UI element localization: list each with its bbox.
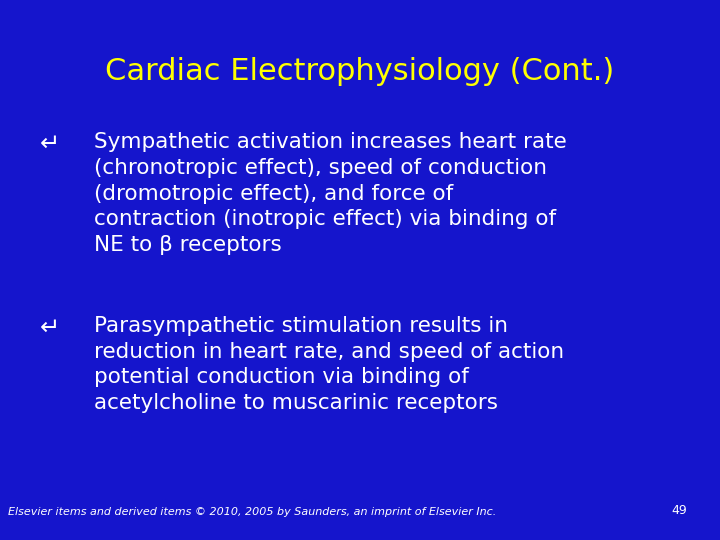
Text: Parasympathetic stimulation results in
reduction in heart rate, and speed of act: Parasympathetic stimulation results in r… [94,316,564,413]
Text: ↵: ↵ [40,316,60,340]
Text: ↵: ↵ [40,132,60,156]
Text: 49: 49 [672,504,688,517]
Text: Cardiac Electrophysiology (Cont.): Cardiac Electrophysiology (Cont.) [105,57,615,86]
Text: Elsevier items and derived items © 2010, 2005 by Saunders, an imprint of Elsevie: Elsevier items and derived items © 2010,… [8,507,496,517]
Text: Sympathetic activation increases heart rate
(chronotropic effect), speed of cond: Sympathetic activation increases heart r… [94,132,567,255]
